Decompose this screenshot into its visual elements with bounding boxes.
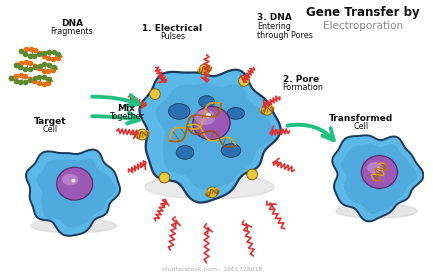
Circle shape [149,89,160,99]
Ellipse shape [362,156,397,188]
Polygon shape [139,70,281,202]
Text: Cell: Cell [43,125,58,134]
Text: Gene Transfer by: Gene Transfer by [306,6,420,18]
Ellipse shape [367,162,383,174]
Ellipse shape [62,174,78,185]
Ellipse shape [168,104,190,119]
Text: 1. Electrical: 1. Electrical [142,24,202,33]
Circle shape [207,187,217,198]
Ellipse shape [193,106,230,140]
Ellipse shape [221,144,241,157]
Polygon shape [26,150,120,236]
Circle shape [247,169,258,180]
Ellipse shape [336,204,417,218]
Text: Fragments: Fragments [50,27,93,36]
Text: through Pores: through Pores [257,31,313,40]
Ellipse shape [227,108,245,119]
Text: 2. Pore: 2. Pore [283,75,319,84]
Ellipse shape [194,109,215,125]
Ellipse shape [57,167,93,200]
Polygon shape [37,158,116,228]
Polygon shape [156,83,274,190]
Text: Together: Together [109,112,144,121]
Text: Transformed: Transformed [329,114,393,123]
Circle shape [137,129,148,140]
Text: Mix: Mix [117,104,136,113]
Ellipse shape [145,175,274,199]
Ellipse shape [31,218,116,233]
Polygon shape [332,135,423,221]
Text: Pulses: Pulses [160,32,185,41]
Polygon shape [341,144,417,214]
Text: DNA: DNA [61,19,83,28]
Text: shutterstock.com · 1961728018: shutterstock.com · 1961728018 [162,267,262,272]
Circle shape [239,76,249,86]
Circle shape [159,172,170,183]
Text: Target: Target [34,117,67,126]
Text: Cell: Cell [353,122,368,131]
Circle shape [199,64,210,75]
Text: Electroporation: Electroporation [323,21,403,31]
Text: Formation: Formation [283,83,323,92]
Circle shape [262,104,272,115]
Text: Entering: Entering [257,22,291,31]
Ellipse shape [176,146,194,159]
Ellipse shape [199,96,214,108]
Text: 3. DNA: 3. DNA [257,13,292,22]
